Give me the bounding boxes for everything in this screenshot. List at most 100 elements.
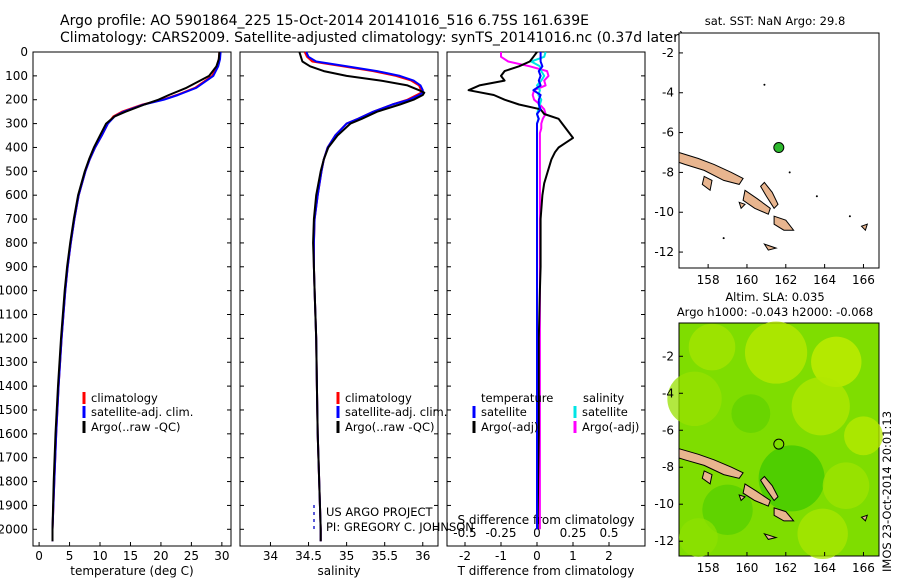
difference-S-tick-label: -0.25 xyxy=(485,526,516,540)
sla-map-x-tick-label: 166 xyxy=(852,561,875,575)
sla-map-anomaly-patch xyxy=(811,336,862,388)
depth-tick-label: 100 xyxy=(5,69,28,83)
sst-map-panel: sat. SST: NaN Argo: 29.8 158 160 162 164 166 -… xyxy=(654,14,880,287)
sst-map-y-tick-label: -10 xyxy=(654,205,674,219)
sla-map-y-tick-label: -12 xyxy=(654,534,674,548)
sst-map-y-tick-label: -4 xyxy=(662,86,674,100)
figure-title-line1: Argo profile: AO 5901864_225 15-Oct-2014… xyxy=(60,13,589,29)
temperature-x-tick-label: 0 xyxy=(35,549,43,563)
sal-legend-sat-label: satellite-adj. clim. xyxy=(345,405,447,419)
sst-map-x-tick-label: 166 xyxy=(852,273,875,287)
sla-map-y-tick-label: -4 xyxy=(662,386,674,400)
depth-tick-label: 2000 xyxy=(0,522,28,536)
salinity-x-tick-label: 35.5 xyxy=(371,549,398,563)
sla-map-anomaly-patch xyxy=(667,371,722,427)
sla-map-title-line1: Altim. SLA: 0.035 xyxy=(725,290,824,304)
diff-legend-temp-head: temperature xyxy=(481,391,553,405)
sla-map-anomaly-patch xyxy=(797,508,848,560)
depth-tick-label: 1100 xyxy=(0,308,28,322)
sla-map-title-line2: Argo h1000: -0.043 h2000: -0.068 xyxy=(677,305,873,319)
difference-S-tick-label: 0.25 xyxy=(560,526,587,540)
sla-map-anomaly-patch xyxy=(822,462,870,510)
temperature-x-tick-label: 10 xyxy=(92,549,107,563)
sst-map-x-tick-label: 160 xyxy=(736,273,759,287)
depth-tick-label: 1600 xyxy=(0,427,28,441)
difference-T-tick-label: -1 xyxy=(495,549,507,563)
salinity-x-tick-label: 34 xyxy=(263,549,278,563)
depth-tick-label: 800 xyxy=(5,236,28,250)
temperature-x-tick-label: 15 xyxy=(123,549,138,563)
sst-map-y-tick-label: -2 xyxy=(662,46,674,60)
temperature-x-tick-label: 20 xyxy=(153,549,168,563)
sla-map-x-tick-label: 160 xyxy=(736,561,759,575)
sla-map-anomaly-patch xyxy=(731,394,771,434)
sst-map-title: sat. SST: NaN Argo: 29.8 xyxy=(705,14,846,28)
depth-tick-label: 1800 xyxy=(0,475,28,489)
sla-map-x-tick-label: 164 xyxy=(813,561,836,575)
depth-tick-label: 1300 xyxy=(0,355,28,369)
sst-map-island xyxy=(678,151,744,185)
depth-tick-label: 1000 xyxy=(0,284,28,298)
sst-map-island xyxy=(738,201,746,210)
depth-tick-label: 1200 xyxy=(0,331,28,345)
sla-map-island xyxy=(742,483,771,507)
sla-map-island xyxy=(773,507,795,522)
difference-S-tick-label: 0 xyxy=(533,526,541,540)
sla-map-anomaly-patch xyxy=(791,377,850,436)
credit-line1: US ARGO PROJECT xyxy=(326,505,434,519)
difference-T-tick-label: 2 xyxy=(605,549,613,563)
difference-T-tick-label: 0 xyxy=(533,549,541,563)
salinity-frame xyxy=(239,51,439,547)
credit-line2: PI: GREGORY C. JOHNSON xyxy=(326,520,474,534)
difference-line-3 xyxy=(500,52,550,530)
salinity-line-1 xyxy=(305,51,424,542)
temperature-line-1 xyxy=(51,51,222,542)
side-timestamp-label: IMOS 23-Oct-2014 20:01:13 xyxy=(880,411,894,572)
difference-S-tick-label: -0.5 xyxy=(453,526,476,540)
temperature-line-2 xyxy=(51,51,221,542)
sla-map-island xyxy=(860,514,869,522)
sst-map-island xyxy=(763,243,778,251)
depth-tick-label: 1700 xyxy=(0,451,28,465)
sst-map-y-tick-label: -8 xyxy=(662,165,674,179)
sla-map-island xyxy=(701,470,713,485)
sst-map-islet xyxy=(815,195,818,198)
temperature-x-tick-label: 30 xyxy=(214,549,229,563)
sla-map-y-tick-label: -8 xyxy=(662,460,674,474)
sst-map-islet xyxy=(722,237,725,240)
temp-legend-clim-label: climatology xyxy=(91,391,158,405)
sla-map-x-tick-label: 162 xyxy=(774,561,797,575)
sla-map-y-tick-label: -10 xyxy=(654,497,674,511)
difference-frame xyxy=(446,51,646,547)
difference-S-tick-label: 0.5 xyxy=(599,526,618,540)
difference-T-tick-label: 1 xyxy=(569,549,577,563)
sal-legend-clim-label: climatology xyxy=(345,391,412,405)
difference-T-tick-label: -2 xyxy=(459,549,471,563)
sla-map-island xyxy=(678,448,744,479)
salinity-x-tick-label: 34.5 xyxy=(295,549,322,563)
salinity-x-label: salinity xyxy=(317,564,360,578)
sst-map-island xyxy=(742,189,771,215)
sla-map-y-tick-label: -6 xyxy=(662,423,674,437)
depth-tick-label: 1400 xyxy=(0,379,28,393)
sla-map-island xyxy=(738,494,746,502)
temperature-x-tick-label: 25 xyxy=(184,549,199,563)
depth-tick-label: 600 xyxy=(5,188,28,202)
salinity-x-tick-label: 35 xyxy=(339,549,354,563)
depth-tick-label: 500 xyxy=(5,164,28,178)
temperature-line-0 xyxy=(51,51,221,542)
temperature-frame xyxy=(32,51,232,547)
sst-map-x-tick-label: 158 xyxy=(697,273,720,287)
salinity-line-2 xyxy=(298,51,426,542)
diff-legend-temp-argo-label: Argo(-adj) xyxy=(481,420,538,434)
sst-map-y-tick-label: -12 xyxy=(654,245,674,259)
salinity-line-0 xyxy=(303,51,423,542)
temp-legend-sat-label: satellite-adj. clim. xyxy=(91,405,193,419)
sla-map-y-tick-label: -2 xyxy=(662,349,674,363)
sst-map-argo-marker xyxy=(773,142,785,154)
sla-map-argo-marker xyxy=(773,438,785,450)
diff-legend-temp-sat-label: satellite xyxy=(481,405,527,419)
sst-map-y-tick-label: -6 xyxy=(662,126,674,140)
